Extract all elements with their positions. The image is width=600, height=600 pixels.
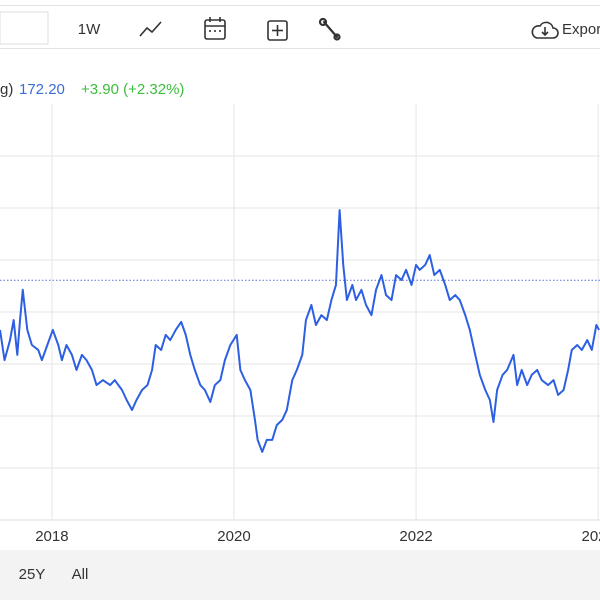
x-tick-label: 2022 bbox=[399, 528, 432, 545]
x-tick-label: 2018 bbox=[35, 528, 68, 545]
add-indicator-icon[interactable] bbox=[267, 20, 288, 41]
search-box[interactable] bbox=[0, 11, 49, 45]
tools-icon[interactable] bbox=[318, 17, 341, 41]
legend-prefix: g) bbox=[0, 81, 13, 98]
x-tick-label: 2020 bbox=[217, 528, 250, 545]
price-line bbox=[0, 209, 600, 453]
interval-button[interactable]: 1W bbox=[78, 21, 101, 38]
legend-price: 172.20 bbox=[19, 81, 65, 98]
calendar-icon[interactable] bbox=[204, 17, 226, 40]
range-button[interactable]: 25Y bbox=[19, 566, 46, 583]
export-icon[interactable] bbox=[531, 21, 559, 39]
line-type-icon[interactable] bbox=[139, 21, 162, 37]
range-bar bbox=[0, 550, 600, 600]
toolbar-bottom-border bbox=[0, 48, 600, 49]
toolbar-top-border bbox=[0, 5, 600, 6]
plot-area: 2018 2020 2022 2024 bbox=[0, 104, 600, 545]
legend-change: +3.90 (+2.32%) bbox=[81, 81, 184, 98]
range-button[interactable]: All bbox=[72, 566, 89, 583]
x-tick-label: 2024 bbox=[581, 528, 600, 545]
export-button[interactable]: Export bbox=[562, 21, 600, 38]
